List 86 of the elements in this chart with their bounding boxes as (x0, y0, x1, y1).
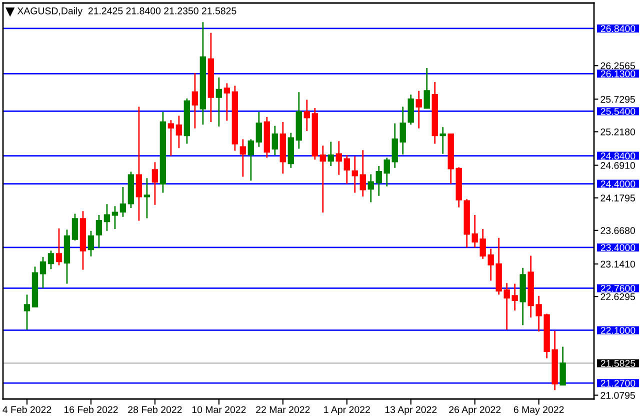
x-tick-label: 4 Feb 2022 (2, 406, 52, 414)
candlestick (456, 166, 462, 208)
ref-line-label: 21.2700 (600, 380, 636, 387)
y-tick-label: 23.6680 (600, 227, 636, 234)
candlestick (112, 205, 118, 230)
ref-line-label: 23.4000 (600, 244, 636, 252)
candlestick (96, 214, 102, 249)
candlestick (368, 174, 374, 203)
candlestick (432, 81, 438, 144)
candlestick (448, 133, 454, 185)
candlestick (152, 161, 158, 206)
y-tick-label: 26.2565 (600, 62, 635, 70)
x-tick-label: 28 Feb 2022 (128, 406, 182, 414)
candlestick (184, 98, 190, 144)
candlestick (80, 210, 86, 270)
candlestick (400, 106, 406, 156)
y-tick-label: 25.2180 (600, 128, 636, 136)
ref-line-label: 21.5825 (600, 360, 636, 367)
candlestick (280, 121, 286, 174)
x-tick-label: 6 May 2022 (514, 406, 564, 416)
candlestick (408, 94, 414, 126)
candlestick (248, 138, 254, 182)
candlestick (128, 171, 134, 209)
candlestick (392, 122, 398, 169)
x-tick-label: 26 Apr 2022 (449, 406, 501, 416)
candlestick (160, 111, 166, 194)
candlestick (560, 346, 566, 386)
y-tick-label: 22.6295 (600, 293, 635, 300)
candlestick (328, 141, 334, 167)
y-tick-label: 23.1410 (600, 260, 636, 268)
y-tick-label: 21.0795 (600, 392, 635, 399)
x-tick-label: 13 Apr 2022 (385, 406, 437, 416)
ref-line-label: 25.5400 (600, 108, 636, 115)
y-tick-label: 24.6910 (600, 162, 636, 169)
ref-line-label: 26.8400 (600, 25, 636, 32)
candlestick (320, 144, 326, 214)
candlestick (224, 82, 230, 122)
candlestick (376, 165, 382, 197)
candlestick (440, 126, 446, 155)
x-tick-label: 10 Mar 2022 (192, 406, 246, 414)
candlestick (216, 76, 222, 128)
candlestick (200, 21, 206, 126)
candlestick (416, 90, 422, 130)
candlestick (272, 125, 278, 156)
candlestick (520, 267, 526, 326)
candlestick (168, 119, 174, 156)
candlestick (104, 203, 110, 232)
candlestick (64, 228, 70, 284)
candlestick (56, 228, 62, 266)
candlestick (424, 67, 430, 110)
candlestick (40, 256, 46, 289)
candlestick (144, 177, 150, 219)
candlestick (176, 114, 182, 149)
candlestick (344, 154, 350, 185)
y-tick-label: 24.1795 (600, 194, 635, 202)
candlestick (256, 111, 262, 148)
candlestick (240, 138, 246, 178)
candlestick (312, 107, 318, 160)
ref-line-label: 24.4000 (600, 180, 636, 188)
candlestick (264, 116, 270, 158)
ref-line-label: 24.8400 (600, 152, 636, 160)
x-tick-label: 22 Mar 2022 (256, 406, 310, 414)
candlestick (120, 186, 126, 218)
candlestick (352, 156, 358, 194)
chart-title: XAGUSD,Daily 21.2425 21.8400 21.2350 21.5825 (17, 7, 236, 16)
candlestick (360, 149, 366, 198)
candlestick (384, 157, 390, 188)
x-tick-label: 16 Feb 2022 (64, 406, 118, 414)
candlestick (136, 106, 142, 222)
candlestick (336, 140, 342, 176)
candlestick (32, 266, 38, 308)
ref-line-label: 22.1000 (600, 326, 636, 334)
candlestick (232, 85, 238, 152)
ref-line-label: 22.7600 (600, 284, 636, 292)
candlestick (288, 132, 294, 169)
candlestick (24, 294, 30, 330)
candlestick (72, 213, 78, 242)
candlestick (192, 72, 198, 130)
candlestick (304, 99, 310, 132)
x-tick-label: 1 Apr 2022 (324, 406, 370, 416)
y-tick-label: 25.7295 (600, 96, 635, 103)
candlestick (208, 32, 214, 123)
candlestick (48, 250, 54, 270)
candlestick (88, 230, 94, 258)
ref-line-label: 26.1300 (600, 70, 636, 78)
candlestick (296, 91, 302, 150)
